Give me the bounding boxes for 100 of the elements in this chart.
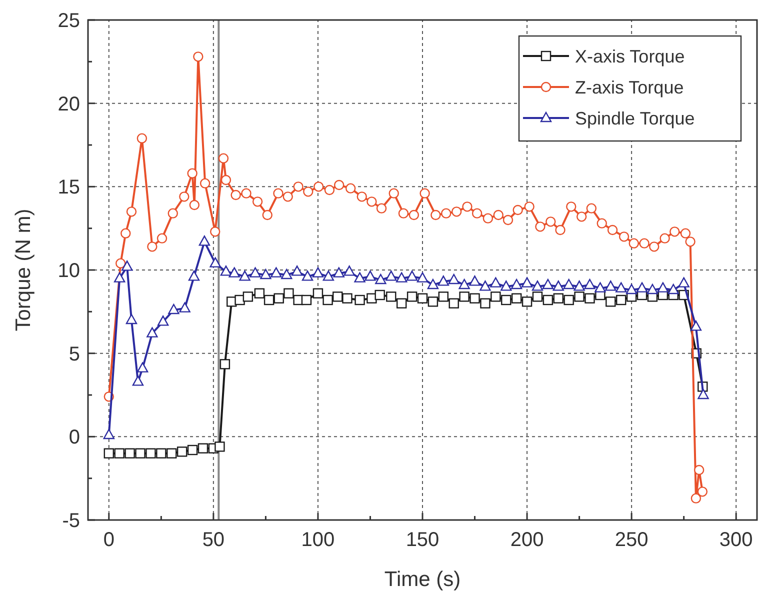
point: [490, 292, 501, 302]
point: [438, 292, 449, 302]
point: [198, 443, 208, 454]
x-tick-label: 0: [103, 529, 114, 551]
point: [563, 278, 574, 290]
point: [354, 272, 366, 282]
point: [542, 294, 554, 306]
point: [448, 298, 459, 308]
point: [594, 282, 606, 292]
point: [114, 448, 124, 458]
point: [198, 236, 210, 246]
point: [574, 292, 584, 302]
x-tick-label: 200: [510, 529, 544, 551]
point: [522, 296, 532, 307]
point: [448, 274, 460, 284]
point: [135, 448, 146, 458]
point: [210, 257, 221, 268]
point: [354, 294, 365, 306]
point: [438, 276, 450, 286]
point: [605, 280, 616, 291]
point: [220, 359, 230, 370]
point: [274, 293, 284, 304]
point: [428, 296, 438, 307]
point: [500, 280, 512, 291]
point: [552, 280, 564, 291]
point: [333, 267, 344, 278]
y-tick-label: 25: [58, 10, 80, 32]
point: [214, 442, 225, 452]
point: [646, 284, 658, 294]
point: [564, 294, 574, 306]
y-tick-label: 5: [68, 343, 80, 366]
point: [406, 270, 418, 281]
point: [156, 448, 166, 458]
y-tick-label: 10: [58, 260, 80, 282]
y-tick-label: 20: [58, 93, 80, 116]
point: [678, 277, 690, 288]
point: [375, 274, 386, 284]
point: [469, 276, 480, 286]
point: [364, 270, 376, 281]
legend-label: X-axis Torque: [575, 46, 685, 66]
point: [521, 277, 533, 288]
point: [698, 388, 709, 400]
point: [157, 316, 169, 326]
point: [626, 284, 638, 294]
point: [470, 293, 480, 304]
point: [136, 362, 148, 372]
point: [386, 270, 397, 281]
point: [187, 444, 198, 456]
point: [114, 272, 126, 282]
point: [668, 284, 679, 294]
point: [553, 293, 564, 304]
point: [416, 272, 428, 282]
point: [616, 282, 627, 292]
point: [616, 294, 626, 306]
point: [542, 278, 554, 290]
point: [606, 296, 616, 307]
point: [250, 267, 261, 278]
point: [322, 294, 333, 306]
point: [366, 293, 377, 304]
x-tick-label: 300: [719, 529, 753, 551]
x-tick-label: 50: [202, 529, 225, 551]
point: [166, 448, 177, 458]
point: [374, 290, 385, 300]
point: [264, 294, 274, 306]
point: [690, 320, 702, 331]
point: [510, 278, 522, 290]
point: [657, 282, 669, 292]
point: [179, 302, 190, 312]
point: [312, 288, 324, 298]
point: [490, 277, 502, 288]
point: [480, 298, 490, 308]
point: [132, 376, 144, 386]
point: [406, 292, 418, 302]
legend-label: Spindle Torque: [575, 108, 695, 128]
point: [188, 270, 200, 281]
y-axis-title: Torque (N m): [12, 208, 35, 332]
point: [103, 428, 115, 440]
point: [584, 278, 596, 290]
point: [168, 304, 180, 314]
point: [396, 298, 407, 308]
point: [242, 292, 254, 302]
point: [146, 448, 156, 458]
point: [427, 278, 439, 290]
x-tick-label: 100: [301, 529, 335, 551]
y-tick-label: 15: [58, 176, 80, 199]
x-tick-label: 150: [406, 529, 440, 551]
point: [104, 448, 114, 458]
point: [291, 266, 303, 276]
point: [332, 292, 343, 302]
point: [511, 293, 522, 304]
point: [281, 268, 292, 280]
point: [270, 267, 282, 278]
point: [124, 448, 135, 458]
point: [126, 314, 138, 324]
point: [220, 266, 232, 276]
point: [284, 288, 294, 298]
legend-label: Z-axis Torque: [575, 77, 684, 98]
point: [239, 270, 250, 281]
point: [260, 268, 272, 280]
y-tick-label: -5: [62, 510, 80, 532]
